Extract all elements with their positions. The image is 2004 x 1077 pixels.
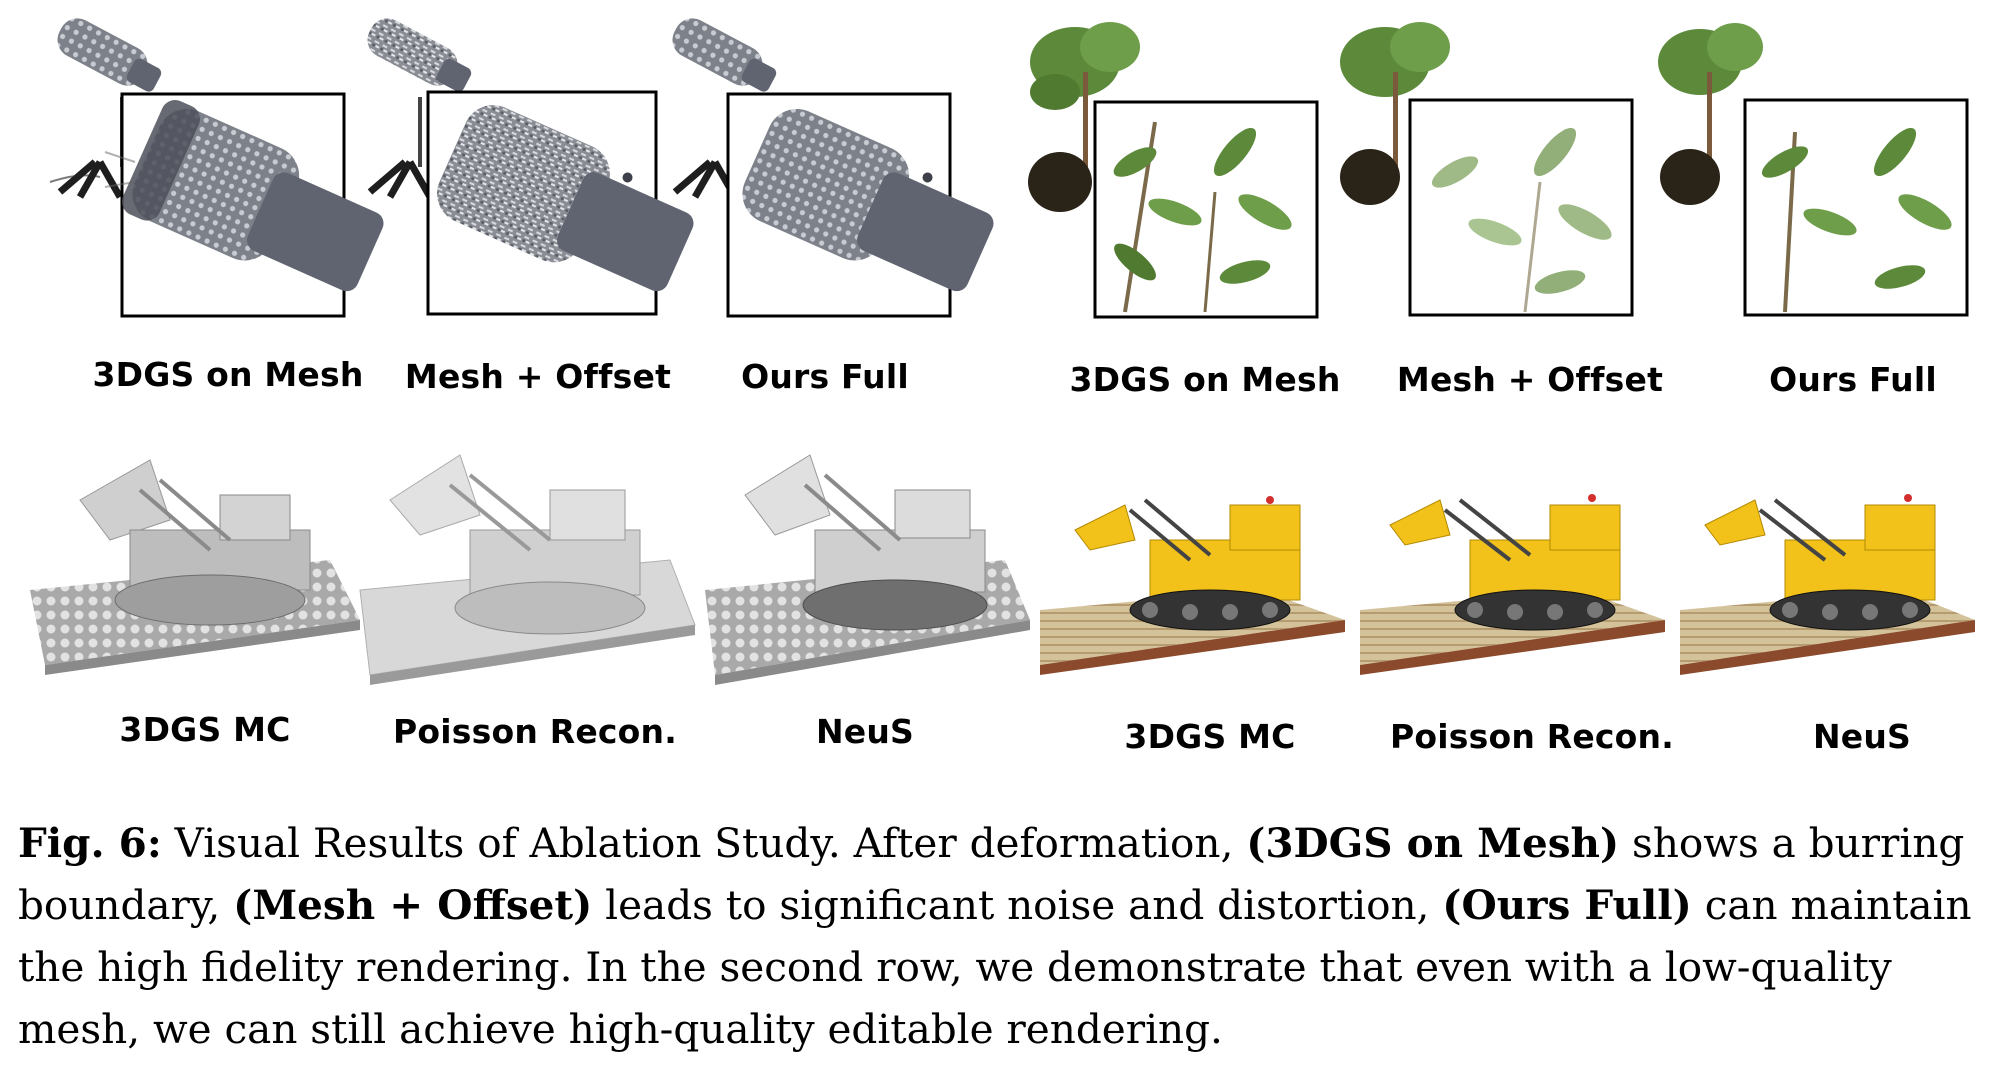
caption-text-4: can maintain the high fidelity rendering… xyxy=(18,881,1972,1053)
label-poisson-render: Poisson Recon. xyxy=(1390,717,1674,756)
mic-panel-3dgs-on-mesh xyxy=(40,12,384,322)
lego-mesh-3dgs-mc xyxy=(30,440,360,680)
label-mesh-offset-plant: Mesh + Offset xyxy=(1396,360,1664,399)
label-neus-mesh: NeuS xyxy=(815,712,915,751)
lego-mesh-neus xyxy=(705,440,1035,690)
label-3dgs-mc-render: 3DGS MC xyxy=(1124,717,1296,756)
label-mesh-offset-mic: Mesh + Offset xyxy=(404,357,672,396)
caption-bold-1: (3DGS on Mesh) xyxy=(1246,819,1620,867)
lego-mesh-poisson xyxy=(359,440,700,690)
mic-panel-ours-full xyxy=(655,12,994,322)
lego-render-neus xyxy=(1680,470,1980,680)
plant-panel-mesh-offset xyxy=(1325,12,1645,322)
figure-caption: Fig. 6: Visual Results of Ablation Study… xyxy=(18,812,1993,1060)
caption-text-2: shows a burring boundary, xyxy=(18,819,1965,929)
plant-panel-ours-full xyxy=(1645,12,1969,322)
caption-text-3: leads to significant noise and distortio… xyxy=(592,881,1443,929)
caption-text-1: Visual Results of Ablation Study. After … xyxy=(161,819,1247,867)
label-3dgs-on-mesh-plant: 3DGS on Mesh xyxy=(1069,360,1341,399)
lego-render-3dgs-mc xyxy=(1040,470,1350,680)
mic-small-render xyxy=(57,18,162,92)
caption-bold-3: (Ours Full) xyxy=(1442,881,1692,929)
label-ours-full-mic: Ours Full xyxy=(741,357,909,396)
lego-render-poisson xyxy=(1360,470,1670,680)
plant-small-render xyxy=(1028,22,1140,212)
label-neus-render: NeuS xyxy=(1812,717,1912,756)
caption-bold-2: (Mesh + Offset) xyxy=(233,881,593,929)
caption-fig-label: Fig. 6: xyxy=(18,819,162,867)
mic-panel-mesh-offset xyxy=(350,12,694,322)
label-ours-full-plant: Ours Full xyxy=(1769,360,1937,399)
plant-panel-3dgs-on-mesh xyxy=(1015,12,1325,322)
label-3dgs-mc-mesh: 3DGS MC xyxy=(119,710,291,749)
label-poisson-mesh: Poisson Recon. xyxy=(393,712,677,751)
label-3dgs-on-mesh-mic: 3DGS on Mesh xyxy=(92,355,364,394)
